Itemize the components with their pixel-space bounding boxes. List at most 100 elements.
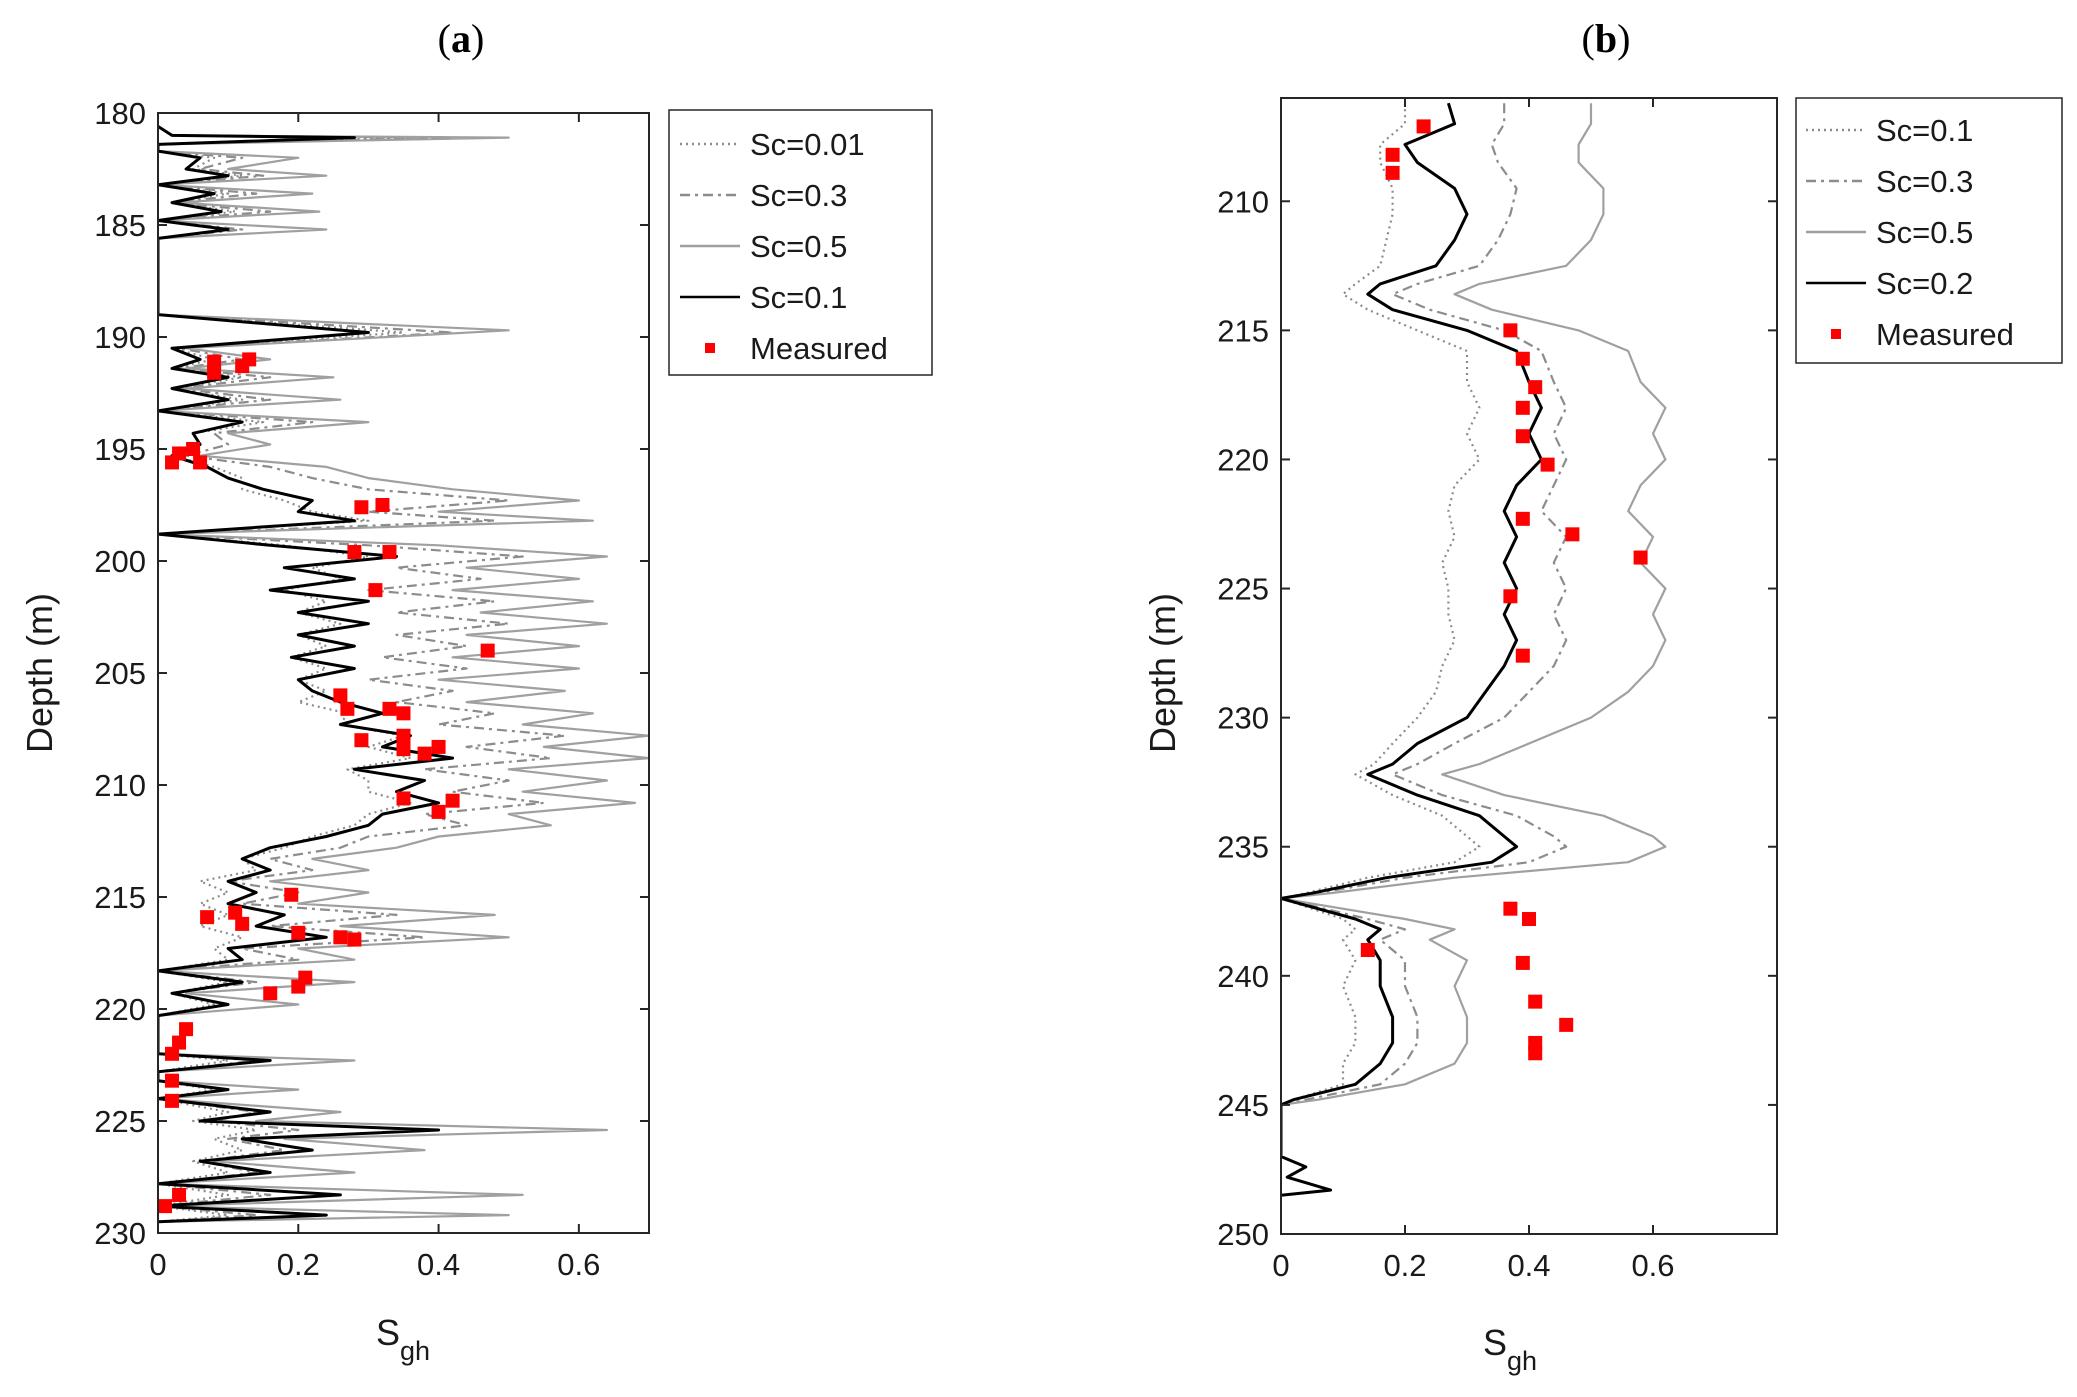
y-tick-label: 245	[1217, 1088, 1269, 1123]
panel-b-legend-item-0: Sc=0.1	[1806, 113, 1973, 148]
measured-point	[1528, 994, 1543, 1009]
x-tick-label: 0.4	[417, 1247, 460, 1282]
panel-b-markers-group	[1360, 119, 1648, 1061]
y-tick-label: 200	[94, 544, 146, 579]
measured-point	[1559, 1017, 1574, 1032]
panel-b-x-axis-title: Sgh	[1483, 1322, 1537, 1376]
measured-point	[291, 925, 306, 940]
measured-point	[179, 1022, 194, 1037]
measured-point	[172, 446, 187, 461]
measured-point	[158, 1199, 173, 1214]
measured-point	[375, 498, 390, 512]
measured-point	[445, 793, 460, 808]
measured-point	[1515, 511, 1530, 526]
y-tick-label: 225	[1217, 572, 1269, 607]
measured-point	[1528, 380, 1543, 395]
measured-point	[186, 442, 201, 456]
panel-a-x-ticks: 0 0.2 0.4 0.6	[149, 113, 600, 1282]
measured-point	[284, 887, 299, 902]
panel-a-legend-box	[668, 109, 933, 376]
measured-point	[200, 910, 215, 925]
y-tick-label: 225	[94, 1104, 146, 1139]
series-line-dotted	[1281, 103, 1481, 1106]
measured-point	[347, 545, 362, 560]
panel-b-legend-item-4: Measured	[1831, 317, 2014, 352]
measured-point	[1385, 165, 1400, 180]
measured-point	[333, 688, 348, 703]
y-tick-label: 210	[94, 768, 146, 803]
y-tick-label: 215	[1217, 313, 1269, 348]
measured-point	[235, 916, 250, 931]
measured-point	[165, 1046, 180, 1061]
series-line-solid	[1281, 102, 1543, 1197]
y-tick-label: 230	[94, 1216, 146, 1251]
measured-point	[228, 905, 243, 920]
measured-point	[242, 352, 257, 367]
panel-b-y-axis-title: Depth (m)	[1142, 593, 1183, 753]
measured-point	[1528, 1046, 1543, 1061]
panel-a-legend-item-2: Sc=0.5	[680, 229, 847, 264]
y-tick-label: 185	[94, 208, 146, 243]
measured-point	[193, 455, 208, 470]
x-tick-label: 0.2	[277, 1247, 320, 1282]
panel-b-legend-item-1: Sc=0.3	[1806, 164, 1973, 199]
panel-a-markers-group	[158, 352, 495, 1214]
measured-point	[417, 746, 432, 761]
measured-point	[368, 583, 383, 598]
panel-b-legend-label-3: Sc=0.2	[1876, 266, 1973, 301]
panel-b-plot-area	[1281, 98, 1777, 1234]
series-line-dashed	[1281, 103, 1568, 1106]
measured-point	[1515, 400, 1530, 415]
measured-point	[1565, 527, 1580, 542]
measured-point	[165, 1093, 180, 1108]
panel-a-legend-label-4: Measured	[750, 331, 888, 366]
measured-point	[354, 500, 369, 515]
y-tick-label: 195	[94, 432, 146, 467]
measured-point	[431, 739, 446, 754]
measured-point	[382, 545, 397, 560]
panel-b-legend-label-4: Measured	[1876, 317, 2014, 352]
panel-b-label: (b)	[1582, 16, 1631, 61]
series-line-solid	[1281, 103, 1667, 1106]
measured-point	[1416, 119, 1431, 134]
measured-point	[291, 979, 306, 994]
series-line-solid	[158, 125, 455, 1224]
measured-point	[1515, 648, 1530, 663]
panel-b-x-ticks: 0 0.2 0.4 0.6	[1272, 98, 1675, 1283]
measured-point	[172, 1187, 187, 1202]
measured-point	[1360, 943, 1375, 957]
legend-swatch-measured-marker	[705, 343, 715, 353]
y-tick-label: 190	[94, 320, 146, 355]
measured-point	[1503, 323, 1518, 338]
measured-point	[396, 742, 411, 757]
measured-point	[347, 932, 362, 947]
measured-point	[1385, 147, 1400, 162]
panel-a-y-ticks: 180 185 190 195 200 205 210 215 220 225 230	[94, 96, 649, 1251]
panel-a-legend-item-3: Sc=0.1	[680, 280, 847, 315]
y-tick-label: 210	[1217, 184, 1269, 219]
measured-point	[1633, 550, 1648, 565]
measured-point	[1503, 589, 1518, 604]
series-line-solid	[158, 125, 649, 1223]
measured-point	[396, 791, 411, 806]
panel-b-legend: Sc=0.1 Sc=0.3 Sc=0.5 Sc=0.2 Measured	[1795, 97, 2063, 364]
y-tick-label: 235	[1217, 830, 1269, 865]
y-tick-label: 215	[94, 880, 146, 915]
measured-point	[354, 733, 369, 748]
measured-point	[480, 643, 495, 658]
measured-point	[396, 728, 411, 743]
measured-point	[263, 986, 278, 1001]
panel-a-legend: Sc=0.01 Sc=0.3 Sc=0.5 Sc=0.1 Measured	[668, 109, 933, 376]
measured-point	[333, 930, 348, 945]
series-line-dotted	[158, 125, 412, 1223]
panel-b-legend-label-2: Sc=0.5	[1876, 215, 1973, 250]
x-tick-label: 0.4	[1507, 1248, 1550, 1283]
y-tick-label: 230	[1217, 701, 1269, 736]
measured-point	[431, 804, 446, 819]
x-tick-label: 0.2	[1383, 1248, 1426, 1283]
measured-point	[1515, 351, 1530, 366]
measured-point	[1515, 429, 1530, 444]
panel-a-x-axis-title: Sgh	[376, 1312, 430, 1366]
